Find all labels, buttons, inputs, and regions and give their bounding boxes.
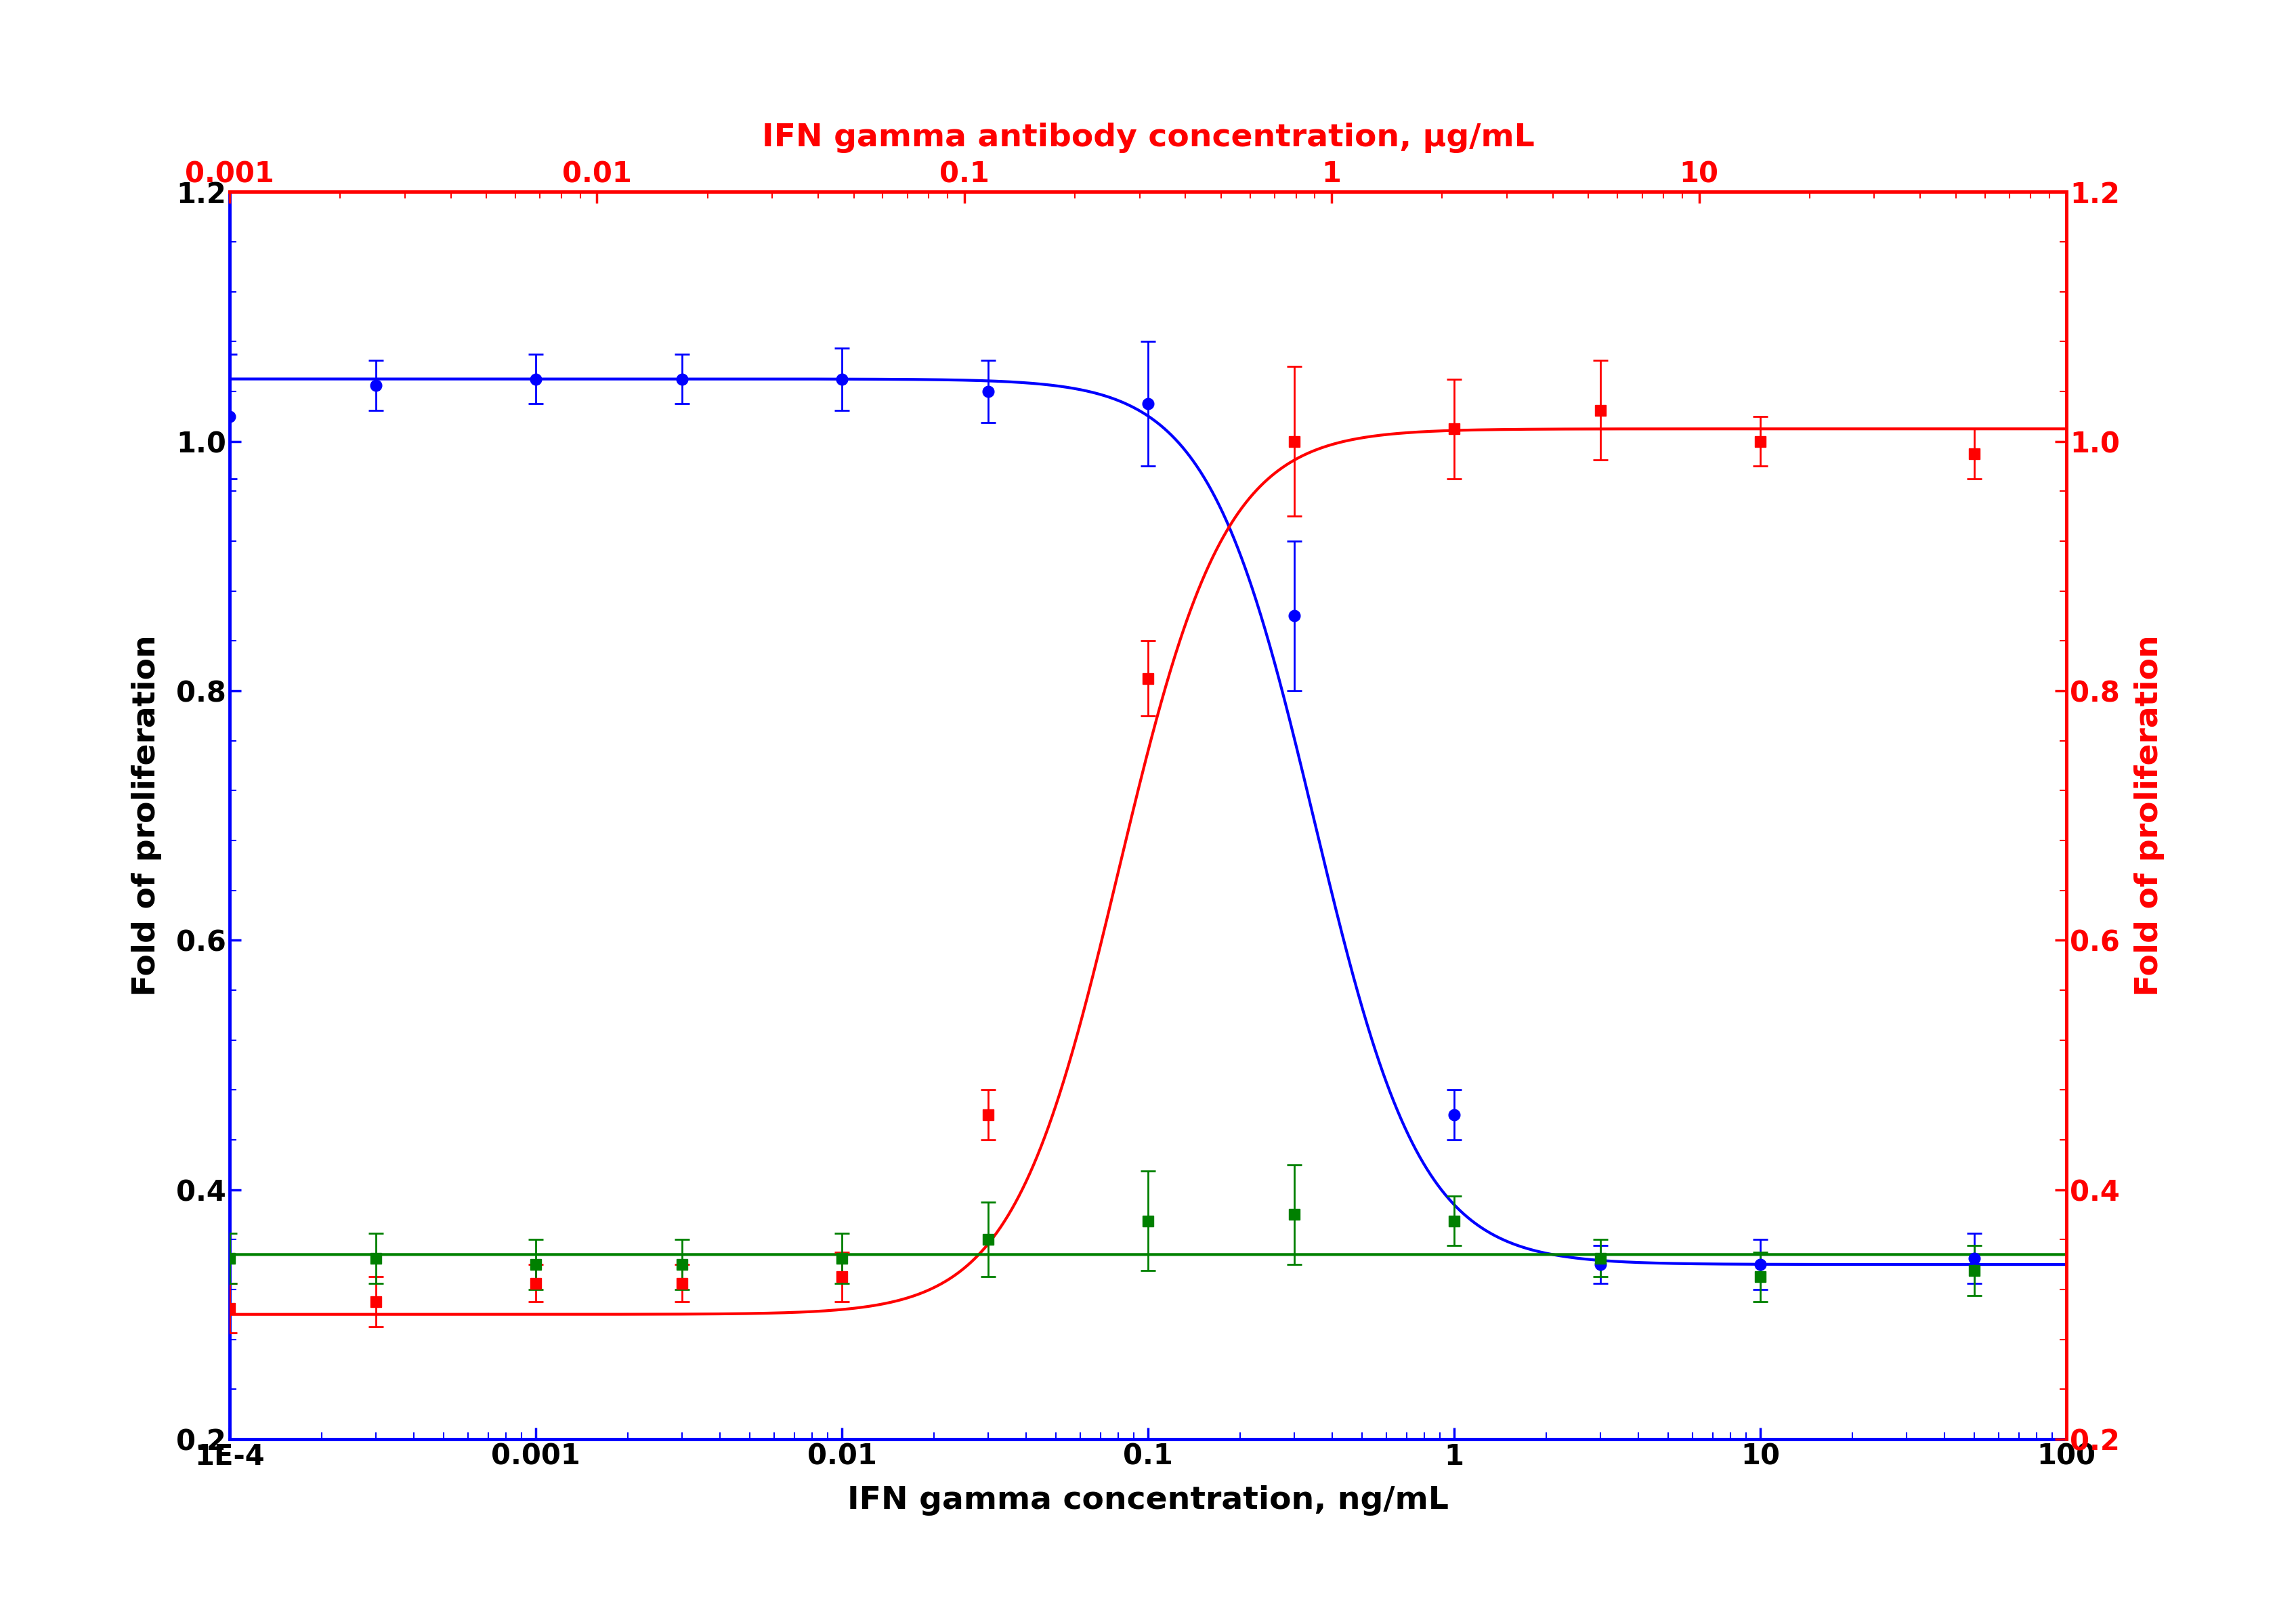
Y-axis label: Fold of proliferation: Fold of proliferation [131,635,163,996]
X-axis label: IFN gamma concentration, ng/mL: IFN gamma concentration, ng/mL [847,1485,1449,1516]
X-axis label: IFN gamma antibody concentration, μg/mL: IFN gamma antibody concentration, μg/mL [762,123,1534,154]
Y-axis label: Fold of proliferation: Fold of proliferation [2133,635,2165,996]
